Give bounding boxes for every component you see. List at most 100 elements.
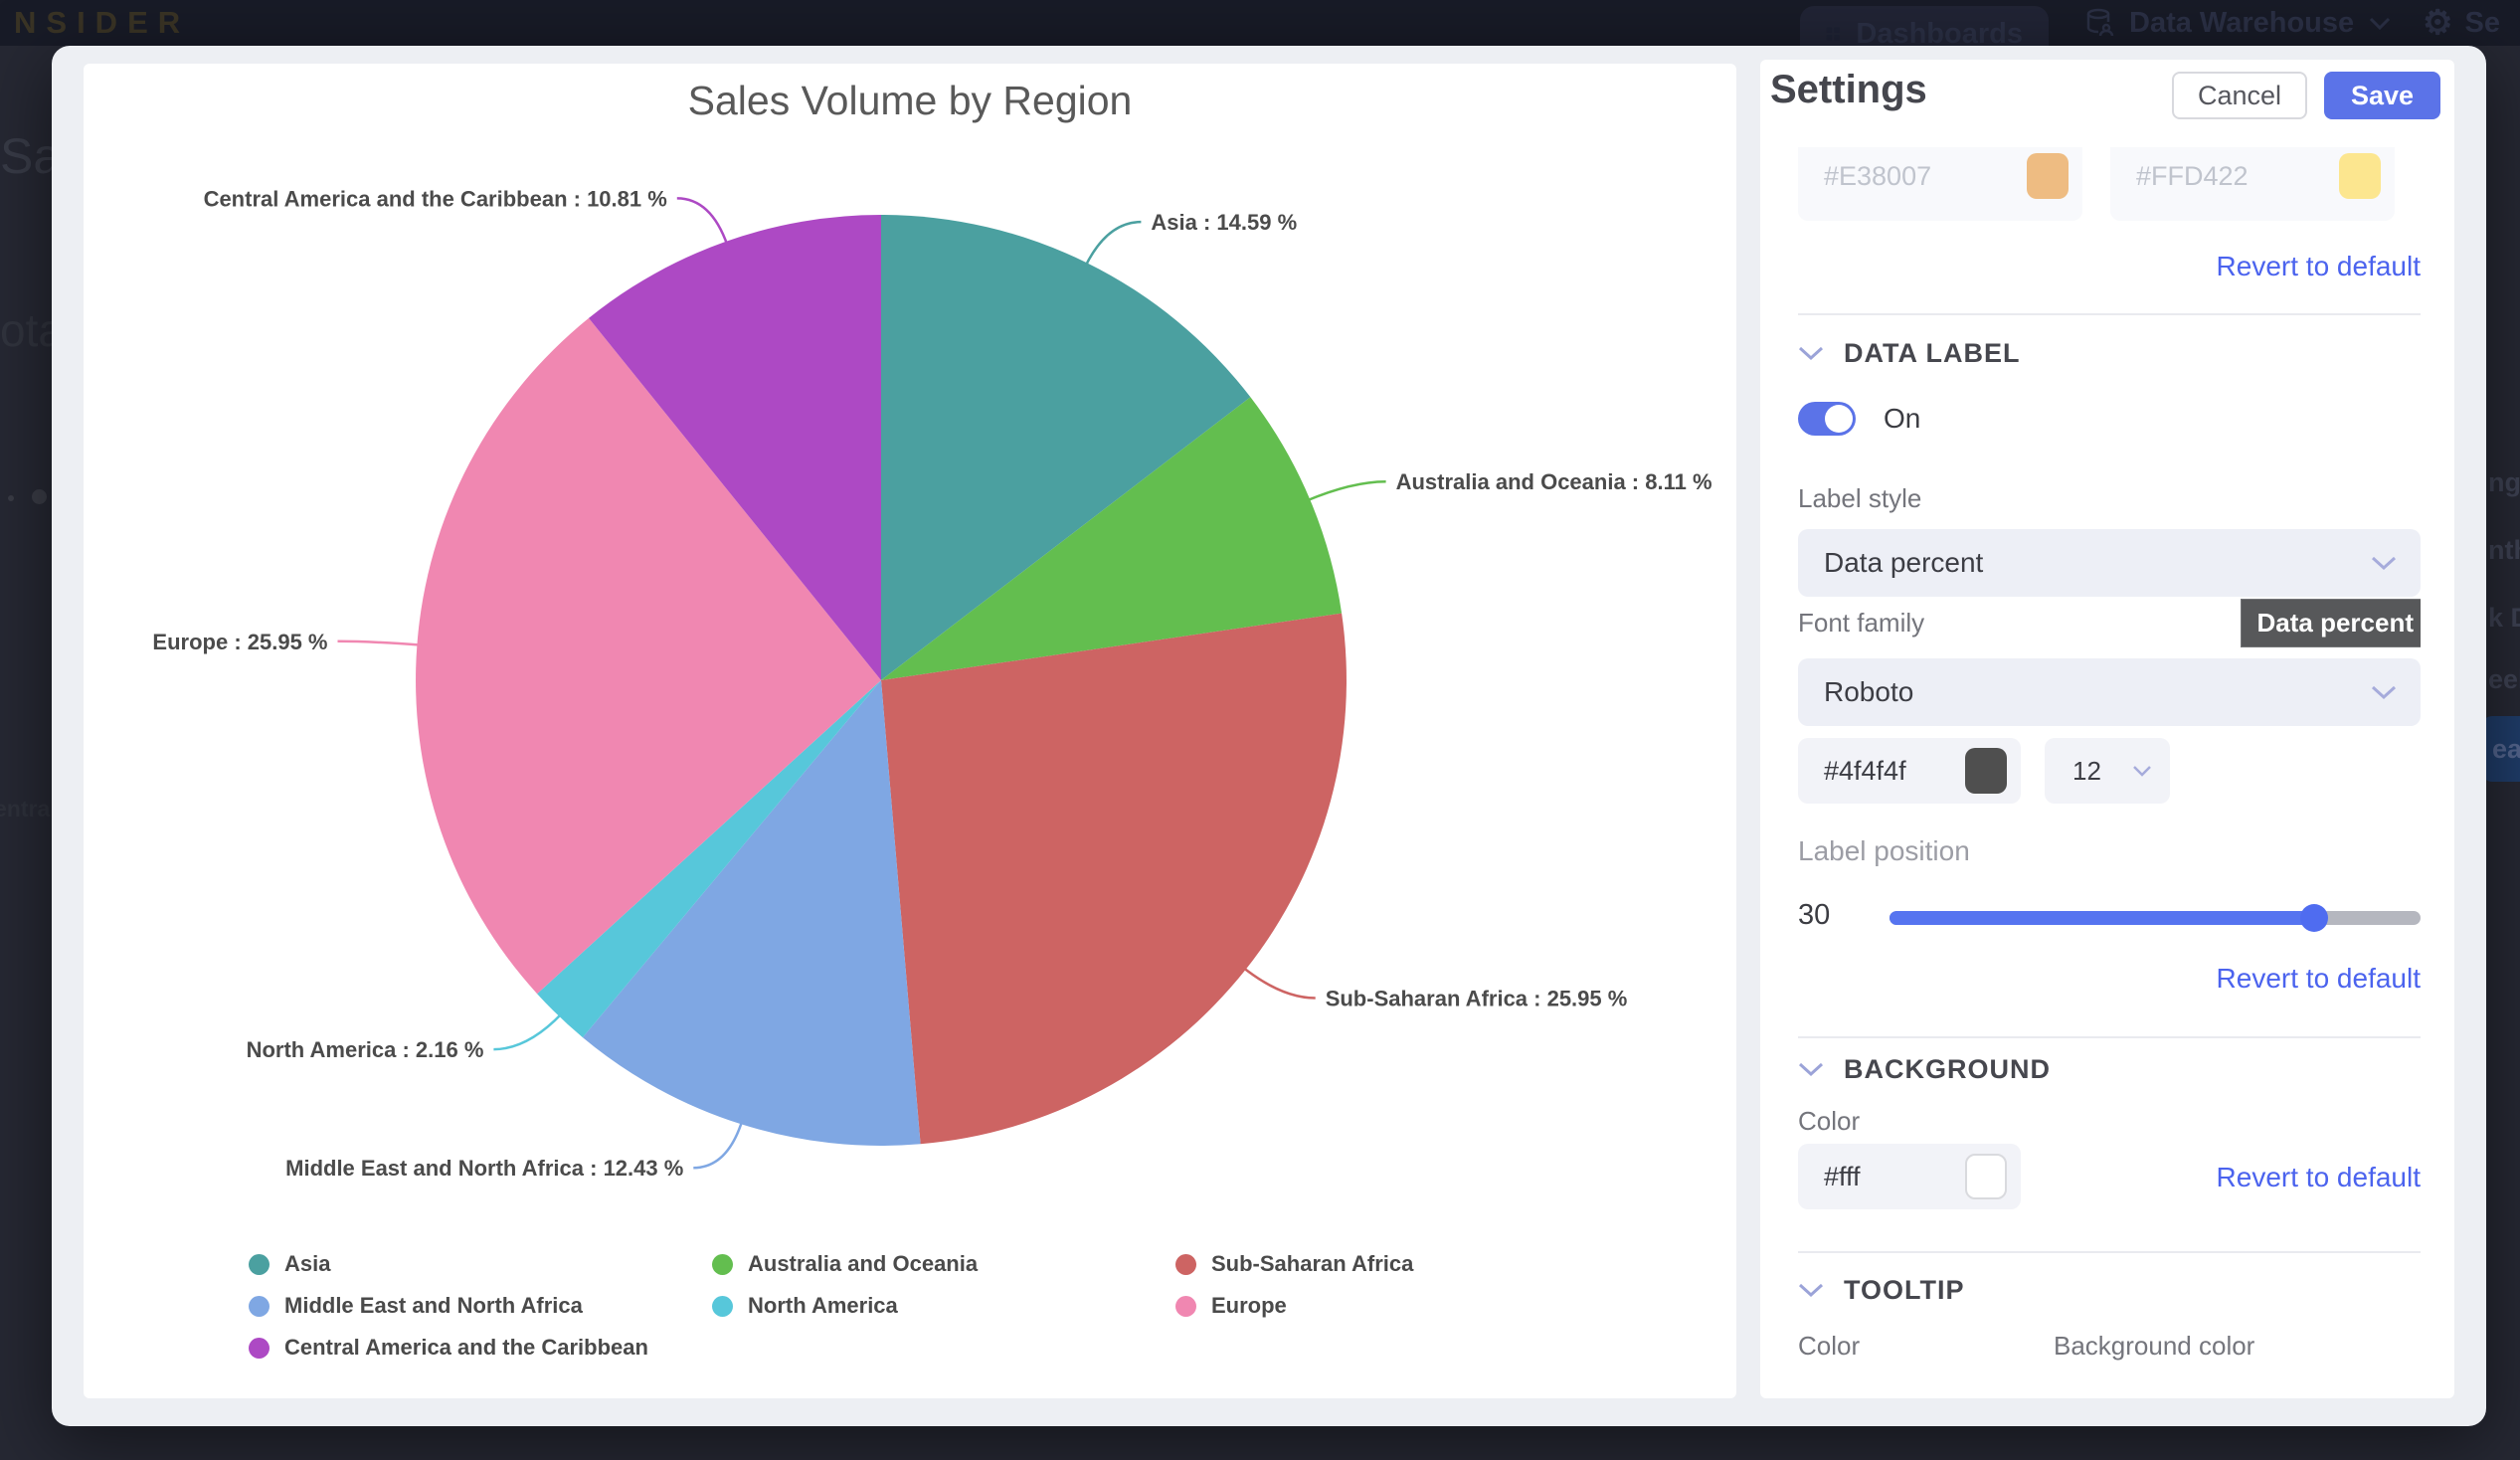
legend-label: North America — [748, 1293, 898, 1318]
slice-label: North America : 2.16 % — [247, 1037, 484, 1062]
legend-item[interactable]: Sub-Saharan Africa — [1175, 1251, 1639, 1277]
series-color-input[interactable]: #E38007 — [1798, 147, 2082, 221]
color-swatch[interactable] — [1965, 1154, 2007, 1199]
label-leader-line — [1084, 220, 1142, 268]
revert-to-default-link[interactable]: Revert to default — [2216, 251, 2421, 281]
label-leader-line — [337, 639, 422, 646]
section-divider — [1798, 313, 2421, 315]
chevron-down-icon — [1798, 346, 1824, 361]
pie-slice[interactable] — [582, 680, 921, 1146]
top-bar: NSIDER Dashboards Data Warehouse ⚙ Se — [0, 0, 2520, 62]
label-position-value: 30 — [1798, 899, 1831, 931]
background-color-input[interactable]: #fff — [1798, 1144, 2021, 1209]
label-position-slider[interactable] — [1890, 904, 2421, 932]
label-leader-line — [693, 1120, 744, 1170]
series-color-value: #FFD422 — [2136, 160, 2249, 191]
legend-color-dot — [249, 1253, 270, 1275]
slice-label: Central America and the Caribbean : 10.8… — [204, 186, 667, 211]
legend-item[interactable]: Australia and Oceania — [712, 1251, 1175, 1277]
pie-slice[interactable] — [589, 215, 881, 680]
database-icon — [2086, 8, 2114, 37]
section-header-background[interactable]: BACKGROUND — [1798, 1054, 2051, 1085]
legend-item[interactable]: Central America and the Caribbean — [249, 1335, 712, 1361]
slice-label: Middle East and North Africa : 12.43 % — [285, 1156, 683, 1181]
section-header-data-label[interactable]: DATA LABEL — [1798, 338, 2020, 369]
chart-legend: Asia Australia and Oceania Sub-Saharan Afr… — [249, 1251, 1639, 1361]
save-button[interactable]: Save — [2323, 72, 2440, 119]
background-menu-item[interactable]: eek — [2488, 664, 2520, 694]
settings-scroll-area[interactable]: #E38007 #FFD422 Revert to default DATA L… — [1798, 147, 2421, 1398]
data-label-toggle[interactable] — [1798, 402, 1856, 436]
slice-label: Europe : 25.95 % — [152, 630, 327, 654]
chart-preview-card: Sales Volume by Region Asia : 14.59 % Aus… — [84, 64, 1736, 1398]
font-color-value: #4f4f4f — [1824, 755, 1906, 786]
legend-item[interactable]: Middle East and North Africa — [249, 1293, 712, 1319]
gear-icon: ⚙ — [2423, 4, 2453, 42]
series-color-value: #E38007 — [1824, 160, 1932, 191]
app-logo: NSIDER — [14, 5, 191, 40]
legend-color-dot — [249, 1337, 270, 1359]
series-color-input[interactable]: #FFD422 — [2110, 147, 2395, 221]
slider-thumb[interactable] — [2300, 904, 2329, 932]
pie-slice[interactable] — [881, 215, 1251, 680]
section-divider — [1798, 1251, 2421, 1253]
pie-chart: Asia : 14.59 % Australia and Oceania : 8.… — [152, 186, 1711, 1181]
pie-slice[interactable] — [881, 613, 1347, 1145]
background-menu-item-active[interactable]: ear — [2482, 716, 2520, 782]
tooltip-color-label: Color — [1798, 1331, 1861, 1361]
slider-fill — [1890, 911, 2315, 925]
label-leader-line — [1306, 479, 1386, 502]
legend-label: Middle East and North Africa — [284, 1293, 583, 1318]
settings-modal: Sales Volume by Region Asia : 14.59 % Aus… — [52, 46, 2486, 1426]
legend-label: Europe — [1211, 1293, 1287, 1318]
background-dot — [32, 489, 47, 504]
legend-item[interactable]: Europe — [1175, 1293, 1639, 1319]
label-style-dropdown[interactable]: Data percent — [1798, 529, 2421, 597]
color-swatch[interactable] — [1965, 748, 2007, 794]
background-menu-item[interactable]: nth — [2488, 535, 2520, 565]
legend-label: Central America and the Caribbean — [284, 1335, 648, 1360]
revert-to-default-link[interactable]: Revert to default — [2216, 963, 2421, 994]
font-size-select[interactable]: 12 — [2045, 738, 2170, 804]
pie-slice[interactable] — [537, 680, 881, 1038]
legend-item[interactable]: Asia — [249, 1251, 712, 1277]
background-color-label: Color — [1798, 1106, 1861, 1136]
font-size-value: 12 — [2072, 755, 2101, 786]
legend-color-dot — [249, 1295, 270, 1317]
nav-data-warehouse[interactable]: Data Warehouse — [2084, 0, 2391, 46]
nav-dashboards-label: Dashboards — [1856, 17, 2023, 50]
chevron-down-icon — [2370, 17, 2391, 30]
legend-label: Sub-Saharan Africa — [1211, 1251, 1414, 1276]
legend-color-dot — [1175, 1295, 1196, 1317]
legend-color-dot — [1175, 1253, 1196, 1275]
pie-slice[interactable] — [416, 317, 881, 995]
legend-color-dot — [712, 1253, 733, 1275]
font-color-input[interactable]: #4f4f4f — [1798, 738, 2021, 804]
cancel-button[interactable]: Cancel — [2171, 72, 2307, 119]
revert-to-default-link[interactable]: Revert to default — [2216, 1162, 2421, 1192]
background-menu-item[interactable]: nge — [2488, 467, 2520, 497]
label-leader-line — [676, 197, 729, 246]
background-menu-item-label: ear — [2492, 733, 2520, 764]
settings-panel: Settings Cancel Save #E38007 #FFD422 Rev… — [1760, 60, 2454, 1398]
chevron-down-icon — [1798, 1283, 1824, 1298]
section-header-tooltip[interactable]: TOOLTIP — [1798, 1275, 1965, 1306]
color-swatch[interactable] — [2027, 153, 2069, 199]
color-swatch[interactable] — [2339, 153, 2381, 199]
legend-item[interactable]: North America — [712, 1293, 1175, 1319]
section-title: TOOLTIP — [1844, 1275, 1965, 1305]
label-position-label: Label position — [1798, 835, 1970, 866]
section-title: DATA LABEL — [1844, 338, 2021, 368]
chart-title: Sales Volume by Region — [687, 78, 1133, 123]
pie-slice[interactable] — [881, 397, 1343, 680]
toggle-state-label: On — [1884, 403, 1921, 434]
nav-settings[interactable]: ⚙ Se — [2423, 0, 2500, 46]
settings-title: Settings — [1770, 68, 1927, 111]
font-family-dropdown[interactable]: Roboto — [1798, 658, 2421, 726]
section-divider — [1798, 1036, 2421, 1038]
dashboard-grid-icon — [1826, 27, 1840, 41]
label-leader-line — [493, 1012, 563, 1051]
chevron-down-icon — [2371, 685, 2397, 699]
data-label-toggle-row: On — [1798, 402, 1920, 436]
background-menu-item[interactable]: k D — [2488, 603, 2520, 633]
